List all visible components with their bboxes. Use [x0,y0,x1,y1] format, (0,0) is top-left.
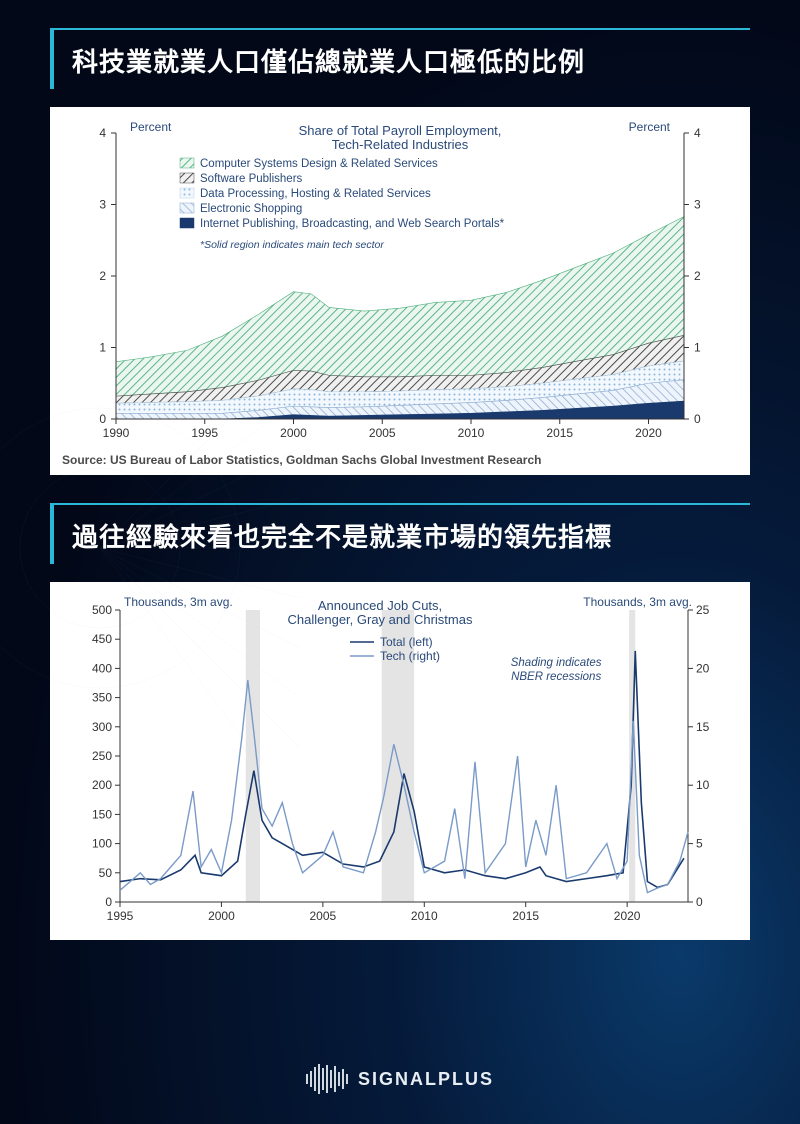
svg-text:0: 0 [694,412,701,426]
svg-text:500: 500 [92,603,112,617]
svg-text:NBER recessions: NBER recessions [511,671,601,683]
section1-title: 科技業就業人口僅佔總就業人口極低的比例 [50,28,750,89]
svg-text:1: 1 [694,341,701,355]
svg-text:200: 200 [92,778,112,792]
svg-text:2000: 2000 [280,426,307,440]
svg-text:4: 4 [694,126,701,140]
svg-text:15: 15 [696,720,710,734]
svg-text:1995: 1995 [107,909,134,923]
svg-text:Thousands, 3m avg.: Thousands, 3m avg. [583,595,692,609]
section-tech-employment-share: 科技業就業人口僅佔總就業人口極低的比例 0 0 1 1 2 2 3 3 4 4 1990 1995 20… [0,28,800,475]
svg-text:*Solid region indicates main t: *Solid region indicates main tech sector [200,239,384,251]
svg-text:4: 4 [99,126,106,140]
svg-text:3: 3 [694,198,701,212]
svg-text:Data Processing, Hosting & Rel: Data Processing, Hosting & Related Servi… [200,188,431,200]
svg-text:Tech (right): Tech (right) [380,649,440,663]
svg-text:Internet Publishing, Broadcast: Internet Publishing, Broadcasting, and W… [200,218,505,230]
section2-title: 過往經驗來看也完全不是就業市場的領先指標 [50,503,750,564]
svg-text:2015: 2015 [512,909,539,923]
svg-text:Tech-Related Industries: Tech-Related Industries [332,137,469,152]
svg-text:Shading indicates: Shading indicates [511,657,602,669]
svg-text:0: 0 [105,895,112,909]
svg-text:2000: 2000 [208,909,235,923]
svg-text:Challenger, Gray and Christmas: Challenger, Gray and Christmas [288,612,473,627]
svg-text:400: 400 [92,661,112,675]
svg-text:Percent: Percent [629,120,671,134]
logo-bars-icon [306,1064,348,1094]
svg-text:Percent: Percent [130,120,172,134]
chart1-card: 0 0 1 1 2 2 3 3 4 4 1990 1995 2000 2005 2010 2015 2020 Pe… [50,107,750,475]
svg-text:2005: 2005 [310,909,337,923]
chart2-card: 0 50 100 150 200 250 300 350 400 450 500 0 5 10 15 20 25… [50,582,750,940]
svg-text:2015: 2015 [546,426,573,440]
svg-text:Announced Job Cuts,: Announced Job Cuts, [318,598,442,613]
svg-text:150: 150 [92,807,112,821]
svg-text:2: 2 [694,269,701,283]
svg-text:50: 50 [99,866,113,880]
svg-text:250: 250 [92,749,112,763]
chart1-source: Source: US Bureau of Labor Statistics, G… [62,453,738,467]
svg-text:2020: 2020 [614,909,641,923]
svg-text:0: 0 [696,895,703,909]
svg-text:Thousands, 3m avg.: Thousands, 3m avg. [124,595,233,609]
svg-text:300: 300 [92,720,112,734]
svg-text:0: 0 [99,412,106,426]
svg-text:Total (left): Total (left) [380,635,433,649]
svg-text:5: 5 [696,837,703,851]
svg-text:350: 350 [92,691,112,705]
svg-text:25: 25 [696,603,710,617]
logo-text: SIGNALPLUS [358,1069,494,1090]
svg-text:2: 2 [99,269,106,283]
logo: SIGNALPLUS [0,1064,800,1094]
svg-text:1: 1 [99,341,106,355]
svg-text:450: 450 [92,632,112,646]
svg-text:100: 100 [92,837,112,851]
svg-text:Computer Systems Design & Rela: Computer Systems Design & Related Servic… [200,158,438,170]
svg-text:2010: 2010 [411,909,438,923]
svg-text:1990: 1990 [103,426,130,440]
svg-text:3: 3 [99,198,106,212]
svg-text:Software Publishers: Software Publishers [200,173,303,185]
svg-text:2020: 2020 [635,426,662,440]
svg-text:10: 10 [696,778,710,792]
chart2-svg: 0 50 100 150 200 250 300 350 400 450 500 0 5 10 15 20 25… [62,592,738,932]
chart1-svg: 0 0 1 1 2 2 3 3 4 4 1990 1995 2000 2005 2010 2015 2020 Pe… [62,117,738,447]
svg-text:Share of Total Payroll Employm: Share of Total Payroll Employment, [299,123,502,138]
svg-text:2010: 2010 [458,426,485,440]
svg-text:Electronic Shopping: Electronic Shopping [200,203,302,215]
svg-text:1995: 1995 [191,426,218,440]
section-job-cuts: 過往經驗來看也完全不是就業市場的領先指標 0501001502002503003… [0,503,800,940]
svg-text:20: 20 [696,661,710,675]
svg-text:2005: 2005 [369,426,396,440]
